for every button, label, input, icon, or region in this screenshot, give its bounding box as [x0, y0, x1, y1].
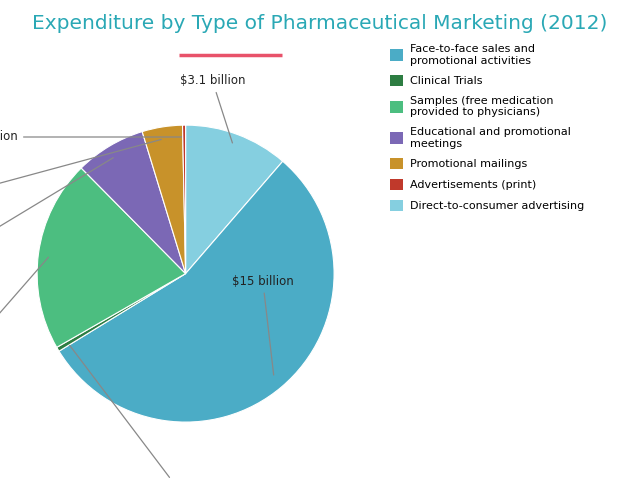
Wedge shape [142, 125, 186, 274]
Text: Expenditure by Type of Pharmaceutical Marketing (2012): Expenditure by Type of Pharmaceutical Ma… [32, 14, 607, 34]
Wedge shape [59, 161, 334, 422]
Wedge shape [37, 168, 186, 348]
Text: $1.2 billion: $1.2 billion [0, 140, 161, 203]
Wedge shape [81, 132, 186, 274]
Text: $3.1 billion: $3.1 billion [180, 74, 245, 143]
Wedge shape [57, 274, 186, 351]
Text: $130 million: $130 million [70, 346, 215, 480]
Wedge shape [182, 125, 186, 274]
Text: $15 billion: $15 billion [232, 275, 294, 375]
Text: $5.7 billion: $5.7 billion [0, 257, 49, 362]
Wedge shape [186, 125, 283, 274]
Legend: Face-to-face sales and
promotional activities, Clinical Trials, Samples (free me: Face-to-face sales and promotional activ… [390, 44, 584, 211]
Text: $2.1 billion: $2.1 billion [0, 158, 113, 262]
Text: $90 million: $90 million [0, 131, 181, 144]
